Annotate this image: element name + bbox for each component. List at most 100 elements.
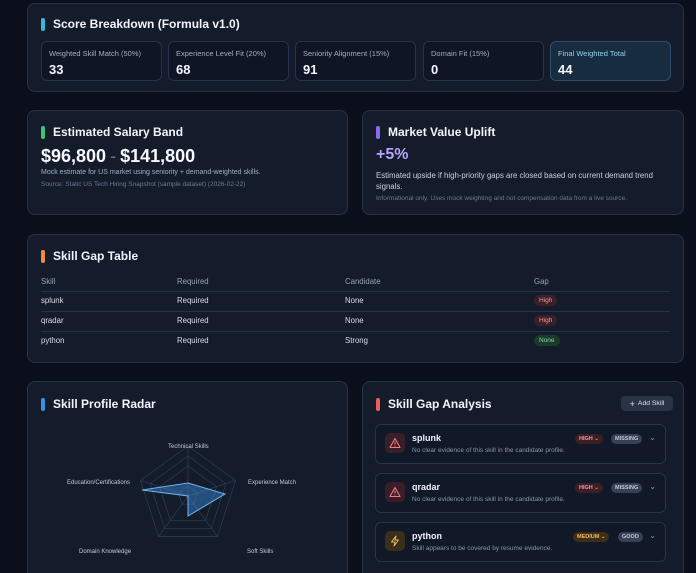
score-breakdown-title: Score Breakdown (Formula v1.0) xyxy=(41,17,240,31)
uplift-description: Estimated upside if high-priority gaps a… xyxy=(376,171,653,191)
skill-radar-title-text: Skill Profile Radar xyxy=(53,397,156,411)
column-header-required: Required xyxy=(177,277,209,286)
radar-axis-label: Education/Certifications xyxy=(67,480,131,486)
salary-range: $96,800- $141,800 xyxy=(41,146,195,167)
radar-axis-line xyxy=(158,495,189,537)
expand-chevron-icon[interactable]: ⌄ xyxy=(649,482,656,491)
cell-candidate: Strong xyxy=(345,336,368,345)
score-value: 0 xyxy=(431,62,439,77)
market-uplift-title: Market Value Uplift xyxy=(376,125,495,139)
gap-item-name: splunk xyxy=(412,433,442,443)
salary-band-title-text: Estimated Salary Band xyxy=(53,125,184,139)
score-experience-fit: Experience Level Fit (20%) 68 xyxy=(168,41,289,81)
gap-item-description: No clear evidence of this skill in the c… xyxy=(412,496,565,503)
radar-axis-line xyxy=(140,480,189,497)
salary-band-title: Estimated Salary Band xyxy=(41,125,183,139)
radar-axis-label: Soft Skills xyxy=(247,549,274,555)
uplift-note: Informational only. Uses mock weighting … xyxy=(376,195,627,202)
skill-gap-analysis-title: Skill Gap Analysis xyxy=(376,397,492,411)
add-skill-label: Add Skill xyxy=(637,400,665,407)
uplift-value: +5% xyxy=(376,146,409,163)
score-domain-fit: Domain Fit (15%) 0 xyxy=(423,41,544,81)
warning-icon xyxy=(385,482,405,502)
gap-item-python[interactable]: python Skill appears to be covered by re… xyxy=(375,522,666,562)
score-value: 33 xyxy=(49,62,64,77)
cell-skill: python xyxy=(41,336,65,345)
salary-high: $141,800 xyxy=(120,146,196,166)
score-label: Final Weighted Total xyxy=(558,49,626,58)
status-badge: MISSING xyxy=(611,434,643,444)
accent-bar xyxy=(41,397,45,411)
salary-description: Mock estimate for US market using senior… xyxy=(41,169,261,176)
severity-dropdown[interactable]: MEDIUM ⌄ xyxy=(573,532,610,542)
accent-bar xyxy=(376,397,380,411)
add-skill-button[interactable]: + Add Skill xyxy=(621,396,673,411)
cell-required: Required xyxy=(177,296,209,305)
plus-icon: + xyxy=(629,398,635,409)
accent-bar xyxy=(41,249,45,263)
gap-item-description: No clear evidence of this skill in the c… xyxy=(412,447,565,454)
skill-gap-analysis-title-text: Skill Gap Analysis xyxy=(388,397,492,411)
radar-chart xyxy=(139,445,237,537)
radar-axis-label: Domain Knowledge xyxy=(79,549,132,555)
gap-item-description: Skill appears to be covered by resume ev… xyxy=(412,545,553,552)
score-value: 91 xyxy=(303,62,318,77)
table-divider xyxy=(41,311,670,312)
gap-badge: None xyxy=(534,335,560,346)
market-uplift-title-text: Market Value Uplift xyxy=(388,125,496,139)
chevron-down-icon: ⌄ xyxy=(594,485,599,491)
cell-candidate: None xyxy=(345,296,364,305)
skill-gap-table-title-text: Skill Gap Table xyxy=(53,249,139,263)
accent-bar xyxy=(376,125,380,139)
skill-gap-table-card: Skill Gap Table Skill Required Candidate… xyxy=(27,234,684,363)
score-value: 68 xyxy=(176,62,191,77)
skill-gap-table-title: Skill Gap Table xyxy=(41,249,138,263)
cell-required: Required xyxy=(177,336,209,345)
gap-item-name: python xyxy=(412,531,442,541)
status-badge: MISSING xyxy=(611,483,643,493)
radar-axis-line xyxy=(187,480,236,497)
score-skill-match: Weighted Skill Match (50%) 33 xyxy=(41,41,162,81)
lightning-icon xyxy=(385,531,405,551)
radar-axis-label: Technical Skills xyxy=(168,444,209,450)
column-header-gap: Gap xyxy=(534,277,549,286)
chevron-down-icon: ⌄ xyxy=(594,436,599,442)
salary-low: $96,800 xyxy=(41,146,107,166)
score-value: 44 xyxy=(558,62,573,77)
gap-badge: High xyxy=(534,315,558,326)
skill-radar-title: Skill Profile Radar xyxy=(41,397,156,411)
skill-radar-card: Skill Profile Radar Technical Skills Exp… xyxy=(27,381,348,573)
radar-data-polygon xyxy=(141,482,227,517)
column-header-skill: Skill xyxy=(41,277,56,286)
cell-required: Required xyxy=(177,316,209,325)
salary-separator: - xyxy=(110,146,117,166)
gap-item-name: qradar xyxy=(412,482,441,492)
score-breakdown-card: Score Breakdown (Formula v1.0) Weighted … xyxy=(27,3,684,92)
cell-skill: splunk xyxy=(41,296,64,305)
gap-item-splunk[interactable]: splunk No clear evidence of this skill i… xyxy=(375,424,666,464)
table-divider xyxy=(41,291,670,292)
radar-grid-ring xyxy=(139,445,237,537)
score-label: Domain Fit (15%) xyxy=(431,49,490,58)
expand-chevron-icon[interactable]: ⌄ xyxy=(649,531,656,540)
severity-label: HIGH xyxy=(579,485,593,491)
market-uplift-card: Market Value Uplift +5% Estimated upside… xyxy=(362,110,684,215)
gap-item-qradar[interactable]: qradar No clear evidence of this skill i… xyxy=(375,473,666,513)
score-label: Experience Level Fit (20%) xyxy=(176,49,267,58)
score-label: Weighted Skill Match (50%) xyxy=(49,49,141,58)
accent-bar xyxy=(41,125,45,139)
severity-dropdown[interactable]: HIGH ⌄ xyxy=(575,434,603,444)
severity-dropdown[interactable]: HIGH ⌄ xyxy=(575,483,603,493)
status-badge: GOOD xyxy=(618,532,643,542)
radar-axis-line xyxy=(187,495,218,537)
severity-label: MEDIUM xyxy=(577,534,600,540)
radar-axis-label: Experience Match xyxy=(248,480,297,486)
radar-grid-ring xyxy=(149,455,227,529)
expand-chevron-icon[interactable]: ⌄ xyxy=(649,433,656,442)
salary-band-card: Estimated Salary Band $96,800- $141,800 M… xyxy=(27,110,348,215)
accent-bar xyxy=(41,17,45,31)
score-breakdown-title-text: Score Breakdown (Formula v1.0) xyxy=(53,17,240,31)
cell-skill: qradar xyxy=(41,316,64,325)
warning-icon xyxy=(385,433,405,453)
radar-grid-ring xyxy=(159,465,217,521)
